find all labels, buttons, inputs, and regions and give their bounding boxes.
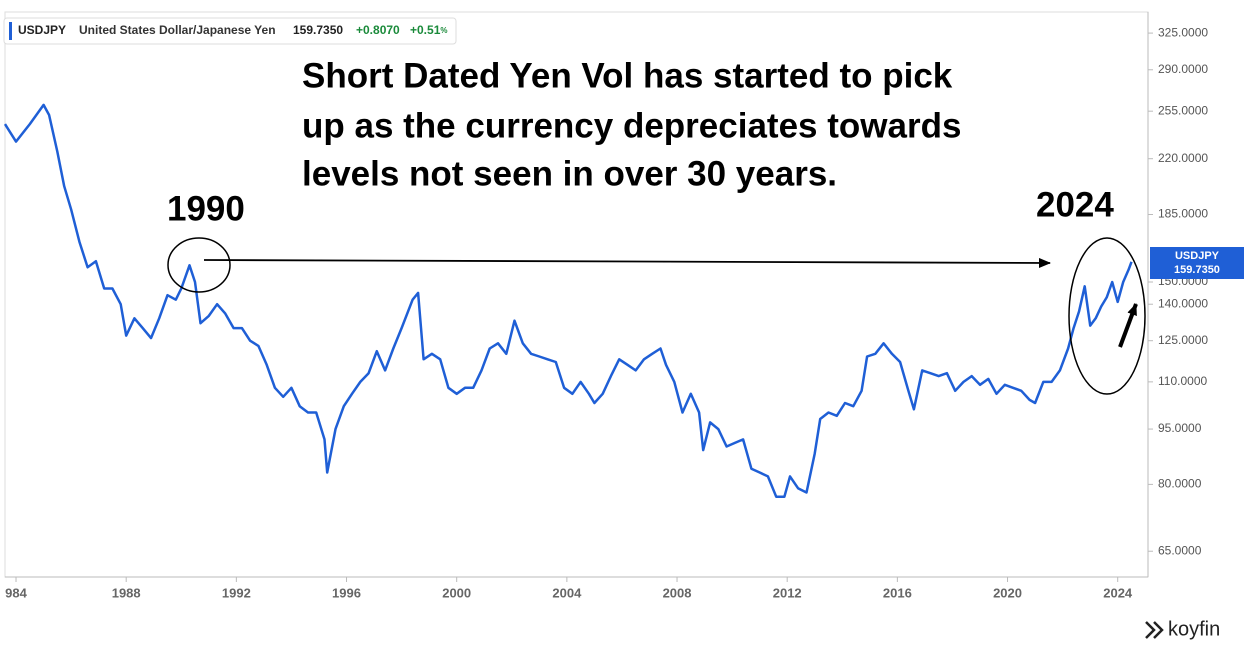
- header-change-pct: +0.51%: [410, 23, 448, 37]
- x-tick-label: 2016: [883, 585, 912, 600]
- arrow-across: [203, 257, 1051, 268]
- y-tick-label: 125.0000: [1158, 333, 1208, 347]
- x-tick-label: 2012: [773, 585, 802, 600]
- y-tick-label: 95.0000: [1158, 421, 1202, 435]
- annotation-line: up as the currency depreciates towards: [302, 106, 961, 145]
- header-swatch: [9, 22, 12, 40]
- y-tick-label: 220.0000: [1158, 151, 1208, 165]
- marks: [3, 103, 1133, 498]
- annotation-line: levels not seen in over 30 years.: [302, 154, 837, 193]
- x-tick-label: 984: [5, 585, 27, 600]
- y-tick-label: 140.0000: [1158, 296, 1208, 310]
- y-tick-label: 325.0000: [1158, 25, 1208, 39]
- circle-2024: [1068, 237, 1146, 395]
- price-tag: [1150, 247, 1244, 279]
- header-symbol: USDJPY: [18, 23, 66, 37]
- x-tick-label: 2004: [552, 585, 582, 600]
- label-2024: 2024: [1036, 185, 1114, 224]
- arrow-up: [1118, 303, 1138, 348]
- price-tag-price: 159.7350: [1174, 264, 1220, 276]
- header-name: United States Dollar/Japanese Yen: [79, 23, 276, 37]
- x-tick-label: 1988: [112, 585, 141, 600]
- x-tick-label: 2020: [993, 585, 1022, 600]
- header-price: 159.7350: [293, 23, 343, 37]
- x-tick-label: 1992: [222, 585, 251, 600]
- x-tick-label: 1996: [332, 585, 361, 600]
- brand: koyfin: [1168, 618, 1220, 640]
- header-box: [3, 17, 457, 45]
- pct-sign: %: [440, 26, 447, 35]
- plot-frame: [4, 11, 1149, 578]
- brand-icon: [1145, 621, 1164, 639]
- price-line: [3, 103, 1133, 498]
- x-tick-label: 2000: [442, 585, 471, 600]
- y-tick-label: 110.0000: [1158, 374, 1207, 388]
- y-tick-label: 65.0000: [1158, 543, 1202, 557]
- y-tick-label: 290.0000: [1158, 62, 1208, 76]
- pct-value: +0.51: [410, 23, 441, 37]
- x-tick-label: 2008: [663, 585, 692, 600]
- price-tag-symbol: USDJPY: [1175, 250, 1220, 262]
- annotation-line: Short Dated Yen Vol has started to pick: [302, 56, 953, 95]
- y-tick-label: 255.0000: [1158, 103, 1208, 117]
- circle-1990: [167, 237, 231, 293]
- ticks: 65.0000 80.0000 95.0000 110.0000 125.0000 140…: [5, 25, 1208, 600]
- y-tick-label: 185.0000: [1158, 207, 1208, 221]
- x-tick-label: 2024: [1103, 585, 1133, 600]
- y-tick-label: 80.0000: [1158, 477, 1202, 491]
- header-change: +0.8070: [356, 23, 400, 37]
- label-1990: 1990: [167, 189, 245, 228]
